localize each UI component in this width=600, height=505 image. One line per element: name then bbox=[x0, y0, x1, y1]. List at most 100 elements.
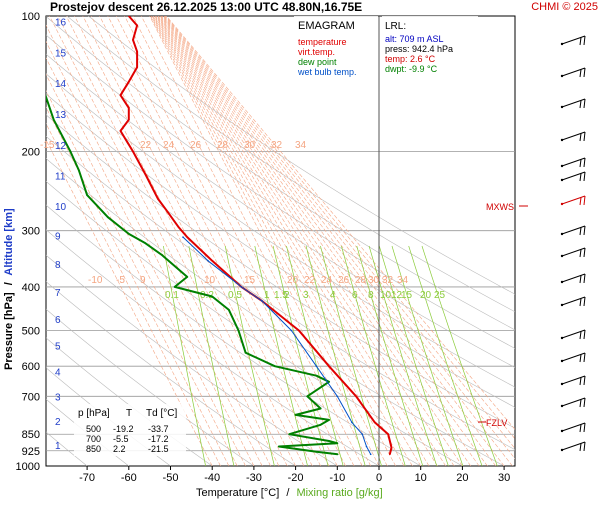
altitude-tick-label: 7 bbox=[55, 288, 61, 299]
series-point bbox=[178, 227, 180, 229]
table-header-t: T bbox=[126, 408, 132, 419]
mixing-ratio-label: 6 bbox=[352, 290, 358, 301]
mixing-ratio-label: 4 bbox=[330, 290, 336, 301]
series-point bbox=[328, 381, 330, 383]
altitude-tick-label: 16 bbox=[55, 17, 67, 28]
series-point bbox=[316, 451, 318, 453]
x-axis-title: Temperature [°C] / Mixing ratio [g/kg] bbox=[196, 487, 383, 499]
mixing-ratio-label: 1 bbox=[264, 290, 270, 301]
series-point bbox=[351, 422, 353, 424]
series-point bbox=[186, 276, 188, 278]
pressure-tick-label: 500 bbox=[22, 326, 40, 338]
table-row-td: -33.7 bbox=[148, 424, 169, 434]
adiabat-label: 34 bbox=[295, 140, 307, 151]
altitude-tick-label: 6 bbox=[55, 315, 61, 326]
adiabat-label: 22 bbox=[140, 140, 152, 151]
pressure-tick-label: 400 bbox=[22, 282, 40, 294]
lrl-alt: alt: 709 m ASL bbox=[385, 34, 444, 44]
ylabel-altitude: Altitude [km] bbox=[3, 208, 15, 276]
series-point bbox=[291, 330, 293, 332]
series-point bbox=[132, 39, 134, 41]
series-point bbox=[136, 25, 138, 27]
series-point bbox=[320, 408, 322, 410]
series-point bbox=[355, 396, 357, 398]
series-point bbox=[320, 424, 322, 426]
lrl-dwpt: dwpt: -9.9 °C bbox=[385, 64, 438, 74]
series-point bbox=[70, 151, 72, 153]
adiabat-label: 30 bbox=[368, 275, 380, 286]
legend-dew-point: dew point bbox=[298, 57, 337, 67]
table-row-td: -17.2 bbox=[148, 434, 169, 444]
series-point bbox=[136, 67, 138, 69]
table-header-p: p [hPa] bbox=[78, 408, 110, 419]
adiabat-label: 24 bbox=[163, 140, 175, 151]
legend-wet-bulb: wet bulb temp. bbox=[297, 67, 357, 77]
xlabel-sep: / bbox=[286, 487, 290, 499]
adiabat-label: 28 bbox=[355, 275, 367, 286]
series-point bbox=[245, 352, 247, 354]
adiabat-label: 9 bbox=[140, 275, 146, 286]
svg-text:Temperature [°C] /: Temperature [°C] / Mixing ratio [g/kg] bbox=[196, 487, 383, 499]
temperature-tick-label: -60 bbox=[121, 472, 137, 484]
series-point bbox=[387, 433, 389, 435]
lrl-box: LRL: alt: 709 m ASL press: 942.4 hPa tem… bbox=[382, 16, 478, 78]
series-point bbox=[278, 446, 280, 448]
table-row-t: -19.2 bbox=[113, 424, 134, 434]
legend-title: EMAGRAM bbox=[298, 20, 355, 32]
lrl-press: press: 942.4 hPa bbox=[385, 44, 453, 54]
series-point bbox=[136, 51, 138, 53]
series-point bbox=[295, 414, 297, 416]
series-point bbox=[316, 375, 318, 377]
xlabel-temperature: Temperature [°C] bbox=[196, 487, 279, 499]
series-point bbox=[238, 330, 240, 332]
adiabat-label: -10 bbox=[88, 275, 103, 286]
pressure-tick-label: 200 bbox=[22, 146, 40, 158]
legend-virt-temp: virt.temp. bbox=[298, 47, 335, 57]
mixing-ratio-label: 10 bbox=[380, 290, 392, 301]
series-point bbox=[128, 233, 130, 235]
temperature-tick-label: -70 bbox=[79, 472, 95, 484]
series-point bbox=[389, 454, 391, 456]
ylabel-pressure: Pressure [hPa] bbox=[3, 292, 15, 370]
series-point bbox=[174, 286, 176, 288]
series-point bbox=[362, 433, 364, 435]
mixing-ratio-label: 8 bbox=[368, 290, 374, 301]
series-point bbox=[211, 296, 213, 298]
table-row-t: 2.2 bbox=[113, 444, 126, 454]
plot-area bbox=[46, 16, 515, 466]
lrl-temp: temp: 2.6 °C bbox=[385, 54, 436, 64]
adiabat-label: 28 bbox=[217, 140, 229, 151]
pressure-tick-label: 850 bbox=[22, 429, 40, 441]
pressure-tick-label: 700 bbox=[22, 391, 40, 403]
series-point bbox=[337, 454, 339, 456]
altitude-tick-label: 15 bbox=[55, 48, 67, 59]
altitude-tick-label: 3 bbox=[55, 393, 61, 404]
series-point bbox=[132, 151, 134, 153]
legend-temperature: temperature bbox=[298, 37, 347, 47]
mixing-ratio-label: 20 bbox=[420, 290, 432, 301]
series-point bbox=[128, 119, 130, 121]
altitude-tick-label: 11 bbox=[55, 172, 66, 183]
xlabel-mixing: Mixing ratio [g/kg] bbox=[296, 487, 382, 499]
altitude-tick-label: 4 bbox=[55, 367, 61, 378]
fzlv-marker: FZLV bbox=[486, 418, 507, 428]
series-point bbox=[145, 174, 147, 176]
series-point bbox=[128, 81, 130, 83]
pressure-tick-label: 1000 bbox=[16, 461, 40, 473]
series-point bbox=[228, 309, 230, 311]
series-point bbox=[211, 260, 213, 262]
altitude-tick-label: 8 bbox=[55, 260, 61, 271]
series-point bbox=[120, 94, 122, 96]
mxws-marker: MXWS bbox=[486, 202, 514, 212]
series-point bbox=[289, 433, 291, 435]
pressure-tick-label: 100 bbox=[22, 11, 40, 23]
altitude-tick-label: 14 bbox=[55, 79, 67, 90]
series-point bbox=[145, 243, 147, 245]
altitude-tick-label: 10 bbox=[55, 202, 67, 213]
adiabat-label: 15 bbox=[244, 275, 256, 286]
table-row-p: 500 bbox=[86, 424, 101, 434]
series-point bbox=[157, 198, 159, 200]
adiabat-label: 32 bbox=[382, 275, 394, 286]
series-point bbox=[161, 254, 163, 256]
